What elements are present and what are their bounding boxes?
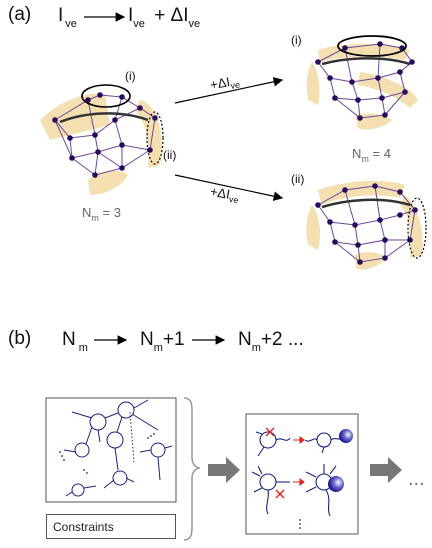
right-bottom-polyhedron: [306, 180, 427, 270]
left-polyhedron: [40, 84, 164, 195]
arrow-to-bottom: [174, 174, 284, 201]
gray-arrow-1: [208, 457, 240, 483]
eq-plus-sub: ve: [188, 18, 201, 30]
nm-left-value: = 3: [102, 205, 121, 220]
seq-3-suffix: +2 ...: [260, 329, 304, 350]
left-dots: [59, 433, 155, 474]
eq-lhs: I: [58, 5, 64, 26]
arrow-to-top: [174, 77, 284, 104]
seq-1-sub: m: [78, 342, 88, 354]
seq-2-n: N: [140, 329, 154, 350]
seq-1-n: N: [62, 329, 76, 350]
right-top-ellipse: [337, 35, 407, 57]
left-roman-i: (i): [125, 69, 136, 83]
seq-2-suffix: +1: [162, 329, 185, 350]
panel-a-label: (a): [8, 4, 32, 25]
nm-right: Nm = 4: [352, 146, 391, 164]
nm-right-value: = 4: [372, 146, 391, 161]
seq-2-sub: m: [153, 342, 163, 354]
eq-lhs-sub: ve: [65, 18, 77, 30]
nm-right-sub: m: [361, 154, 369, 164]
seq-3: Nm+2 ...: [238, 329, 304, 354]
right-top-polyhedron: [306, 35, 418, 130]
red-x-marks: [265, 427, 285, 499]
right-dots: [299, 519, 301, 529]
eq-rhs-sub: ve: [133, 18, 145, 30]
left-ellipse-ii: [146, 111, 164, 165]
sphere-bottom: [328, 476, 344, 492]
sphere-top: [339, 429, 353, 443]
seq-3-n: N: [238, 329, 252, 350]
right-trees: [251, 431, 345, 517]
eq-rhs: I: [128, 5, 134, 26]
left-roman-ii: (ii): [163, 148, 177, 162]
red-arrows: [293, 436, 305, 486]
nm-left-sub: m: [91, 213, 99, 223]
right-bottom-roman: (ii): [291, 172, 305, 186]
left-ellipse-i: [81, 84, 131, 108]
panel-a-equation-rhs: Ive + ΔIve: [128, 5, 201, 30]
right-bottom-ellipse: [407, 197, 427, 259]
nm-left: Nm = 3: [82, 205, 121, 223]
nm-left-n: N: [82, 205, 92, 220]
eq-plus: + ΔI: [154, 5, 189, 26]
trailing-ellipsis: ...: [408, 468, 425, 490]
curly-brace: [183, 397, 201, 541]
gray-arrow-2: [370, 457, 402, 483]
panel-b-label: (b): [8, 328, 32, 349]
left-trees: [63, 399, 173, 497]
constraints-box: Constraints: [46, 514, 176, 539]
right-top-roman: (i): [291, 33, 302, 47]
seq-3-sub: m: [251, 342, 261, 354]
seq-2: Nm+1: [140, 329, 185, 354]
nm-right-n: N: [352, 146, 362, 161]
